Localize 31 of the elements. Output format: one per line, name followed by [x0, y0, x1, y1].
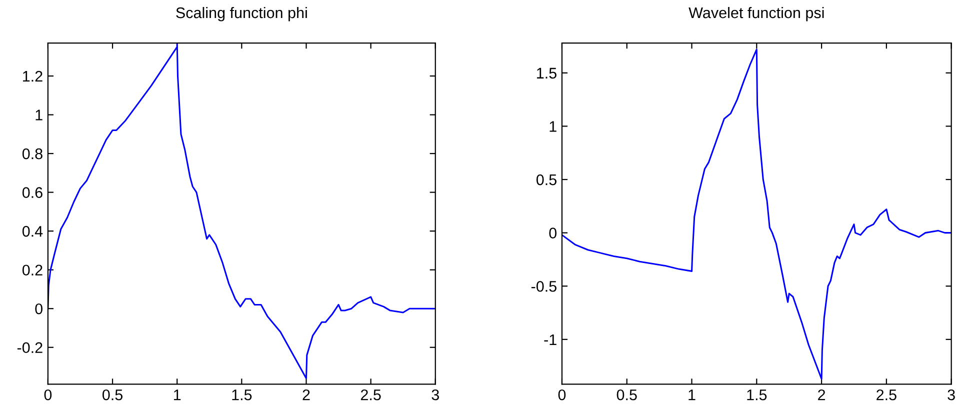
y-tick-label: 1.5	[537, 68, 556, 79]
y-tick-label: -0.2	[17, 342, 42, 354]
x-tick-label: 0	[44, 389, 52, 400]
x-tick-label: 0.5	[616, 389, 637, 400]
y-tick-label: 0.5	[536, 174, 556, 186]
chart-title: Scaling function phi	[176, 6, 307, 22]
y-tick-label: 1.2	[23, 70, 42, 82]
x-tick-label: 1.5	[232, 390, 252, 400]
x-tick-label: 2	[818, 389, 826, 400]
x-tick-label: 0	[558, 389, 566, 400]
y-tick-label: 1	[36, 110, 42, 120]
x-tick-label: 3	[948, 389, 955, 400]
y-tick-label: -0.5	[531, 280, 556, 292]
x-tick-label: 1	[688, 390, 696, 400]
y-tick-label: 0	[35, 303, 42, 314]
y-tick-label: 1	[550, 121, 556, 132]
x-tick-label: 2.5	[360, 389, 381, 400]
y-tick-label: 0.6	[22, 187, 42, 198]
y-tick-label: 0.8	[22, 148, 42, 160]
x-tick-label: 3	[432, 389, 439, 400]
y-tick-label: 0.2	[22, 264, 42, 276]
chart-title: Wavelet function psi	[688, 6, 824, 22]
x-tick-label: 2	[302, 389, 310, 400]
y-tick-label: 0.4	[22, 226, 43, 237]
x-tick-label: 1.5	[747, 390, 767, 400]
y-tick-label: -1	[544, 334, 556, 345]
y-tick-label: 0	[549, 228, 557, 238]
x-tick-label: 2.5	[876, 389, 896, 400]
x-tick-label: 0.5	[102, 389, 122, 400]
x-tick-label: 1	[174, 390, 181, 400]
line-series	[562, 48, 952, 380]
